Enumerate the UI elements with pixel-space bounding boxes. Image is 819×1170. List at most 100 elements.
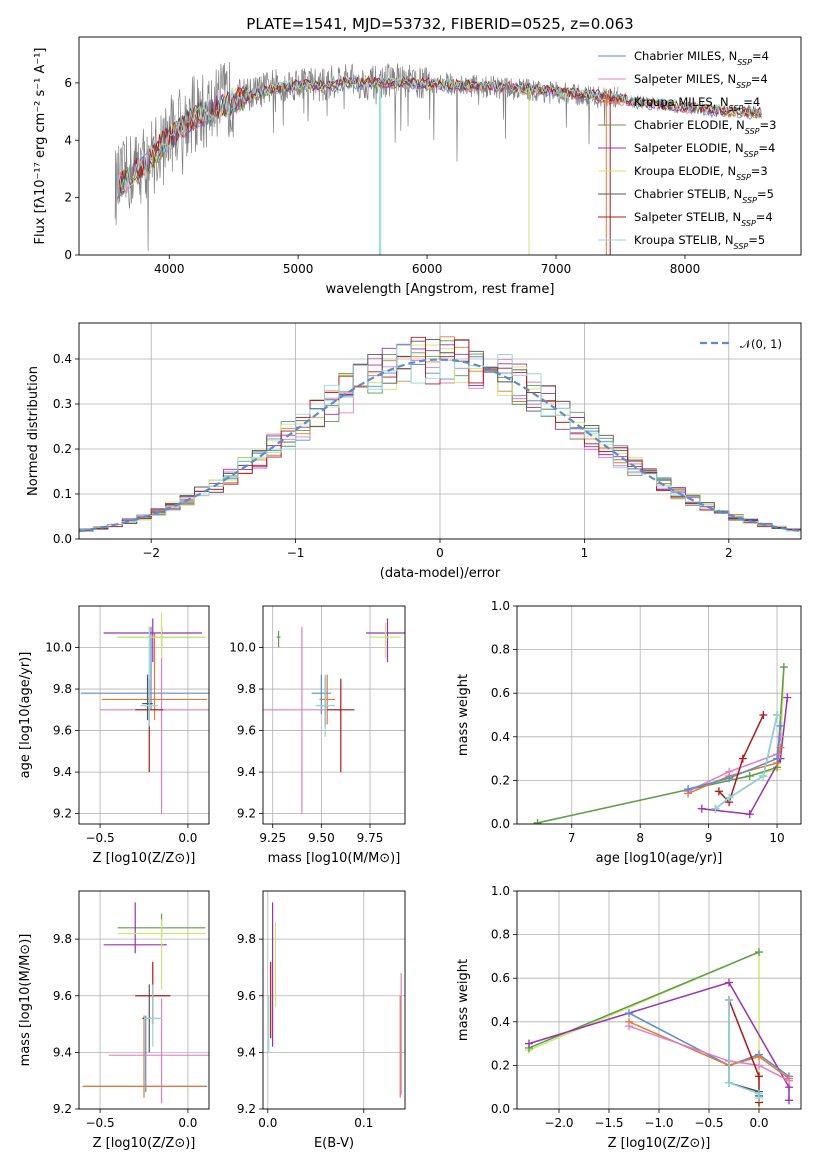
y-tick-label: 9.8 [237, 682, 256, 696]
legend-entry: Chabrier MILES, NSSP=4 [634, 49, 769, 67]
x-tick-label: 0 [436, 546, 444, 560]
panel-mass-vs-Z: −0.5 0.0 9.2 9.4 9.6 9.8 Z [log10(Z/Z⊙)] mass [… [18, 890, 210, 1151]
y-axis-label: Flux [fλ10⁻¹⁷ erg cm⁻² s⁻¹ A⁻¹] [33, 48, 48, 245]
x-tick-label: 9.25 [259, 831, 286, 845]
y-tick-label: 9.6 [237, 724, 256, 738]
x-tick-label: 0.0 [178, 831, 197, 845]
y-axis-label: mass weight [456, 959, 471, 1041]
plot-area [533, 663, 792, 824]
spectrum-model-line [117, 75, 762, 198]
y-tick-label: 9.4 [237, 765, 256, 779]
x-tick-label: 7000 [541, 262, 572, 276]
axes-frame [78, 36, 802, 256]
spectrum-model-line [117, 76, 762, 199]
x-tick-label: 8000 [670, 262, 701, 276]
legend-entry: Chabrier ELODIE, NSSP=3 [634, 118, 776, 136]
y-tick-label: 9.8 [53, 682, 72, 696]
y-axis-label: Normed distribution [26, 366, 41, 496]
axes-frame [516, 605, 802, 825]
x-tick-label: −1 [287, 546, 305, 560]
y-tick-label: 9.2 [53, 1102, 72, 1116]
y-tick-label: 0.2 [53, 442, 72, 456]
axes-frame [78, 890, 210, 1110]
y-tick-label: 9.4 [53, 765, 72, 779]
y-tick-label: 9.2 [237, 807, 256, 821]
y-tick-label: 0.8 [491, 643, 510, 657]
y-tick-label: 10.0 [45, 641, 72, 655]
panel-weight-vs-Z: −2.0 −1.5 −1.0 −0.5 0.0 0.0 0.2 0.4 0.6 0.8 1.0 Z [… [456, 884, 802, 1151]
x-tick-label: 9.75 [357, 831, 384, 845]
x-axis-label: E(B-V) [314, 1136, 354, 1151]
weight-line [701, 697, 789, 815]
y-tick-label: 0.2 [491, 1058, 510, 1072]
x-axis-label: wavelength [Angstrom, rest frame] [326, 282, 555, 297]
x-axis-label: mass [log10(M/M⊙)] [268, 851, 401, 866]
y-tick-label: 0.6 [491, 686, 510, 700]
panel-age-vs-Z: −0.5 0.0 9.2 9.4 9.6 9.8 10.0 Z [log10(Z/Z⊙)] ag… [18, 605, 210, 866]
x-tick-label: 9.50 [308, 831, 335, 845]
weight-line [718, 714, 765, 804]
y-tick-label: 6 [64, 76, 72, 90]
normal-curve [79, 358, 801, 533]
y-tick-label: 0.0 [491, 817, 510, 831]
y-tick-label: 0.2 [491, 773, 510, 787]
x-tick-label: 1 [581, 546, 589, 560]
legend-entry: Salpeter MILES, NSSP=4 [634, 72, 768, 90]
y-tick-label: 0.0 [491, 1102, 510, 1116]
x-axis-label: Z [log10(Z/Z⊙)] [93, 851, 196, 866]
weight-line [628, 1025, 790, 1082]
y-tick-label: 0.3 [53, 397, 72, 411]
x-tick-label: 0.0 [258, 1116, 277, 1130]
panel-mass-vs-ebv: 0.0 0.1 9.2 9.4 9.6 9.8 E(B-V) [237, 890, 406, 1151]
weight-line [537, 667, 785, 824]
plot-area [82, 902, 209, 1104]
y-tick-label: 0.4 [491, 1015, 510, 1029]
figure-title: PLATE=1541, MJD=53732, FIBERID=0525, z=0… [246, 15, 633, 33]
legend-entry: Chabrier STELIB, NSSP=5 [634, 187, 774, 205]
y-tick-label: 9.8 [237, 932, 256, 946]
y-axis-label: age [log10(age/yr)] [18, 652, 33, 779]
panel-spectrum: 4000 5000 6000 7000 8000 0 2 4 6 wavelength [Angs… [33, 36, 802, 297]
y-tick-label: 9.8 [53, 932, 72, 946]
legend-entry: Kroupa ELODIE, NSSP=3 [634, 164, 768, 182]
y-tick-label: 1.0 [491, 599, 510, 613]
y-tick-label: 9.6 [53, 724, 72, 738]
y-tick-label: 1.0 [491, 884, 510, 898]
plot-area [268, 902, 402, 1098]
y-tick-label: 10.0 [229, 641, 256, 655]
y-tick-label: 0.4 [53, 352, 72, 366]
x-axis-label: (data-model)/error [380, 566, 501, 581]
x-axis-label: Z [log10(Z/Z⊙)] [93, 1136, 196, 1151]
spectrum-model-line [117, 76, 762, 199]
x-tick-label: −1.5 [594, 1116, 623, 1130]
y-tick-label: 0.6 [491, 971, 510, 985]
histogram-step [79, 343, 801, 534]
axes-frame [78, 322, 802, 540]
axes-frame [78, 605, 210, 825]
x-tick-label: −0.5 [86, 831, 115, 845]
x-axis-label: Z [log10(Z/Z⊙)] [608, 1136, 711, 1151]
x-tick-label: 0.1 [354, 1116, 373, 1130]
plot-area [263, 618, 405, 814]
x-tick-label: 5000 [283, 262, 314, 276]
plot-area [114, 61, 762, 255]
y-tick-label: 0 [64, 248, 72, 262]
plot-area [79, 336, 801, 534]
legend-entry: 𝒩(0, 1) [740, 337, 782, 351]
y-axis-label: mass [log10(M/M⊙)] [18, 934, 33, 1067]
y-tick-label: 4 [64, 133, 72, 147]
panel-weight-vs-age: 7 8 9 10 0.0 0.2 0.4 0.6 0.8 1.0 age [log10(age/yr… [456, 599, 802, 866]
y-tick-label: 9.2 [237, 1102, 256, 1116]
legend: Chabrier MILES, NSSP=4 Salpeter MILES, NS… [598, 49, 776, 251]
y-tick-label: 0.1 [53, 487, 72, 501]
legend-entry: Kroupa STELIB, NSSP=5 [634, 233, 765, 251]
weight-line [714, 714, 778, 810]
weight-line [687, 747, 782, 795]
weight-line [628, 1012, 790, 1077]
x-tick-label: 8 [636, 831, 644, 845]
plot-area [525, 948, 793, 1109]
x-tick-label: 9 [705, 831, 713, 845]
x-tick-label: 4000 [154, 262, 185, 276]
legend-entry: Salpeter STELIB, NSSP=4 [634, 210, 773, 228]
